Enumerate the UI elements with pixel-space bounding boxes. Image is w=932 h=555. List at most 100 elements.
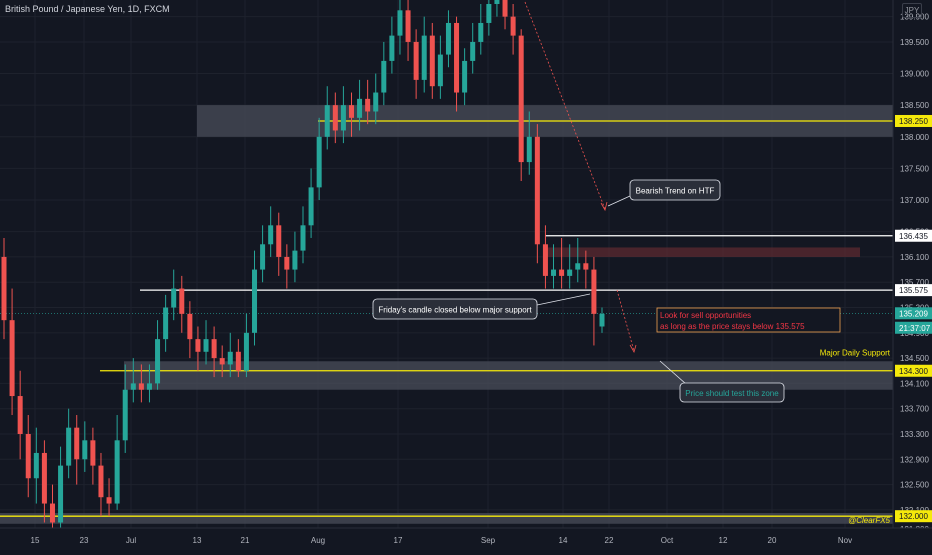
candle — [25, 415, 31, 498]
candle-body — [17, 396, 23, 434]
candle-body — [98, 465, 104, 498]
candle-body — [138, 383, 144, 390]
time-axis-bg[interactable] — [0, 528, 932, 550]
annotation-sell-opportunities[interactable]: Look for sell opportunities as long as t… — [656, 307, 841, 333]
price-zone — [545, 247, 860, 257]
candle-body — [542, 244, 548, 276]
price-tick-label: 139.000 — [900, 70, 929, 79]
price-zone — [0, 513, 893, 524]
candle — [243, 313, 249, 378]
candle — [381, 41, 387, 106]
price-badge[interactable]: 135.575 — [895, 284, 932, 297]
candle — [462, 48, 468, 106]
candle-body — [316, 136, 322, 188]
price-tick-label: 133.700 — [900, 405, 929, 414]
candles — [1, 0, 605, 536]
time-tick-label: Jul — [126, 536, 136, 545]
price-tick-label: 132.500 — [900, 481, 929, 490]
candle-body — [268, 225, 274, 245]
candle — [518, 29, 524, 182]
candle — [300, 206, 306, 264]
candle — [599, 307, 605, 333]
candle — [235, 339, 241, 378]
candle — [454, 16, 460, 112]
candle — [567, 244, 573, 289]
candle-body — [454, 22, 460, 93]
candle-body — [332, 105, 338, 131]
annotation-test-zone[interactable]: Price should test this zone — [659, 360, 785, 403]
candle-body — [381, 60, 387, 93]
price-badge-label: 21:37:07 — [899, 324, 931, 333]
price-badge[interactable]: 21:37:07 — [895, 321, 932, 334]
price-badge-label: 132.000 — [899, 512, 928, 521]
candle-body — [373, 92, 379, 112]
candle — [397, 0, 403, 55]
candle — [340, 86, 346, 144]
candle-body — [324, 105, 330, 137]
price-badge-label: 135.209 — [899, 309, 928, 318]
trend-arrow-line — [524, 1, 606, 210]
candle-body — [195, 339, 201, 352]
candle-body — [445, 22, 451, 55]
annotation-friday-candle[interactable]: Friday's candle closed below major suppo… — [372, 293, 591, 320]
candle-body — [292, 250, 298, 270]
candle-body — [155, 339, 161, 384]
price-badge[interactable]: 132.000 — [895, 510, 932, 523]
candle — [316, 117, 322, 201]
time-tick-label: Oct — [661, 536, 674, 545]
candle — [260, 225, 266, 283]
candle — [82, 421, 88, 472]
price-badge-bg — [895, 284, 932, 297]
candle — [268, 206, 274, 257]
candle — [559, 237, 565, 289]
watermark-handle: @ClearFX5 — [848, 516, 890, 525]
price-tick-label: 134.100 — [900, 379, 929, 388]
candle — [421, 16, 427, 93]
candle — [357, 79, 363, 131]
annotation-bearish-trend[interactable]: Bearish Trend on HTF — [607, 179, 721, 207]
candle-body — [219, 358, 225, 365]
candle — [405, 0, 411, 61]
candle-body — [389, 35, 395, 61]
price-tick-label: 138.000 — [900, 133, 929, 142]
price-badge[interactable]: 136.435 — [895, 229, 932, 242]
price-badges: 138.250 136.435 135.575 135.209 21:37:07 134.… — [895, 114, 932, 523]
price-badge-bg — [895, 307, 932, 320]
candle — [284, 244, 290, 289]
price-badge-label: 135.575 — [899, 286, 928, 295]
time-tick-label: 15 — [31, 536, 40, 545]
candle — [90, 427, 96, 485]
candle-body — [397, 10, 403, 36]
candle — [98, 452, 104, 517]
candle — [332, 92, 338, 144]
target-arrow-head — [629, 344, 637, 354]
candle — [551, 244, 557, 289]
candle-body — [260, 244, 266, 270]
price-tick-label: 132.900 — [900, 455, 929, 464]
annotation-major-support: Major Daily Support — [820, 349, 891, 358]
time-tick-label: 20 — [768, 536, 777, 545]
candle-body — [163, 307, 169, 340]
currency-badge[interactable]: JPY — [902, 3, 922, 18]
time-tick-label: Aug — [311, 536, 325, 545]
candle-body — [276, 225, 282, 257]
price-badge[interactable]: 138.250 — [895, 114, 932, 127]
candle-body — [300, 225, 306, 251]
candle-body — [510, 16, 516, 36]
price-tick-label: 136.100 — [900, 253, 929, 262]
annotation-text: Friday's candle closed below major suppo… — [378, 306, 532, 315]
price-badge[interactable]: 135.209 — [895, 307, 932, 320]
price-badge[interactable]: 134.300 — [895, 364, 932, 377]
price-tick-label: 134.500 — [900, 354, 929, 363]
candle — [138, 364, 144, 403]
candle — [470, 22, 476, 74]
candle-body — [243, 332, 249, 371]
price-axis-bg[interactable] — [893, 0, 932, 528]
candle-body — [357, 98, 363, 118]
time-tick-label: Nov — [838, 536, 852, 545]
candle-body — [526, 136, 532, 163]
time-tick-label: Sep — [481, 536, 496, 545]
candle — [534, 124, 540, 264]
